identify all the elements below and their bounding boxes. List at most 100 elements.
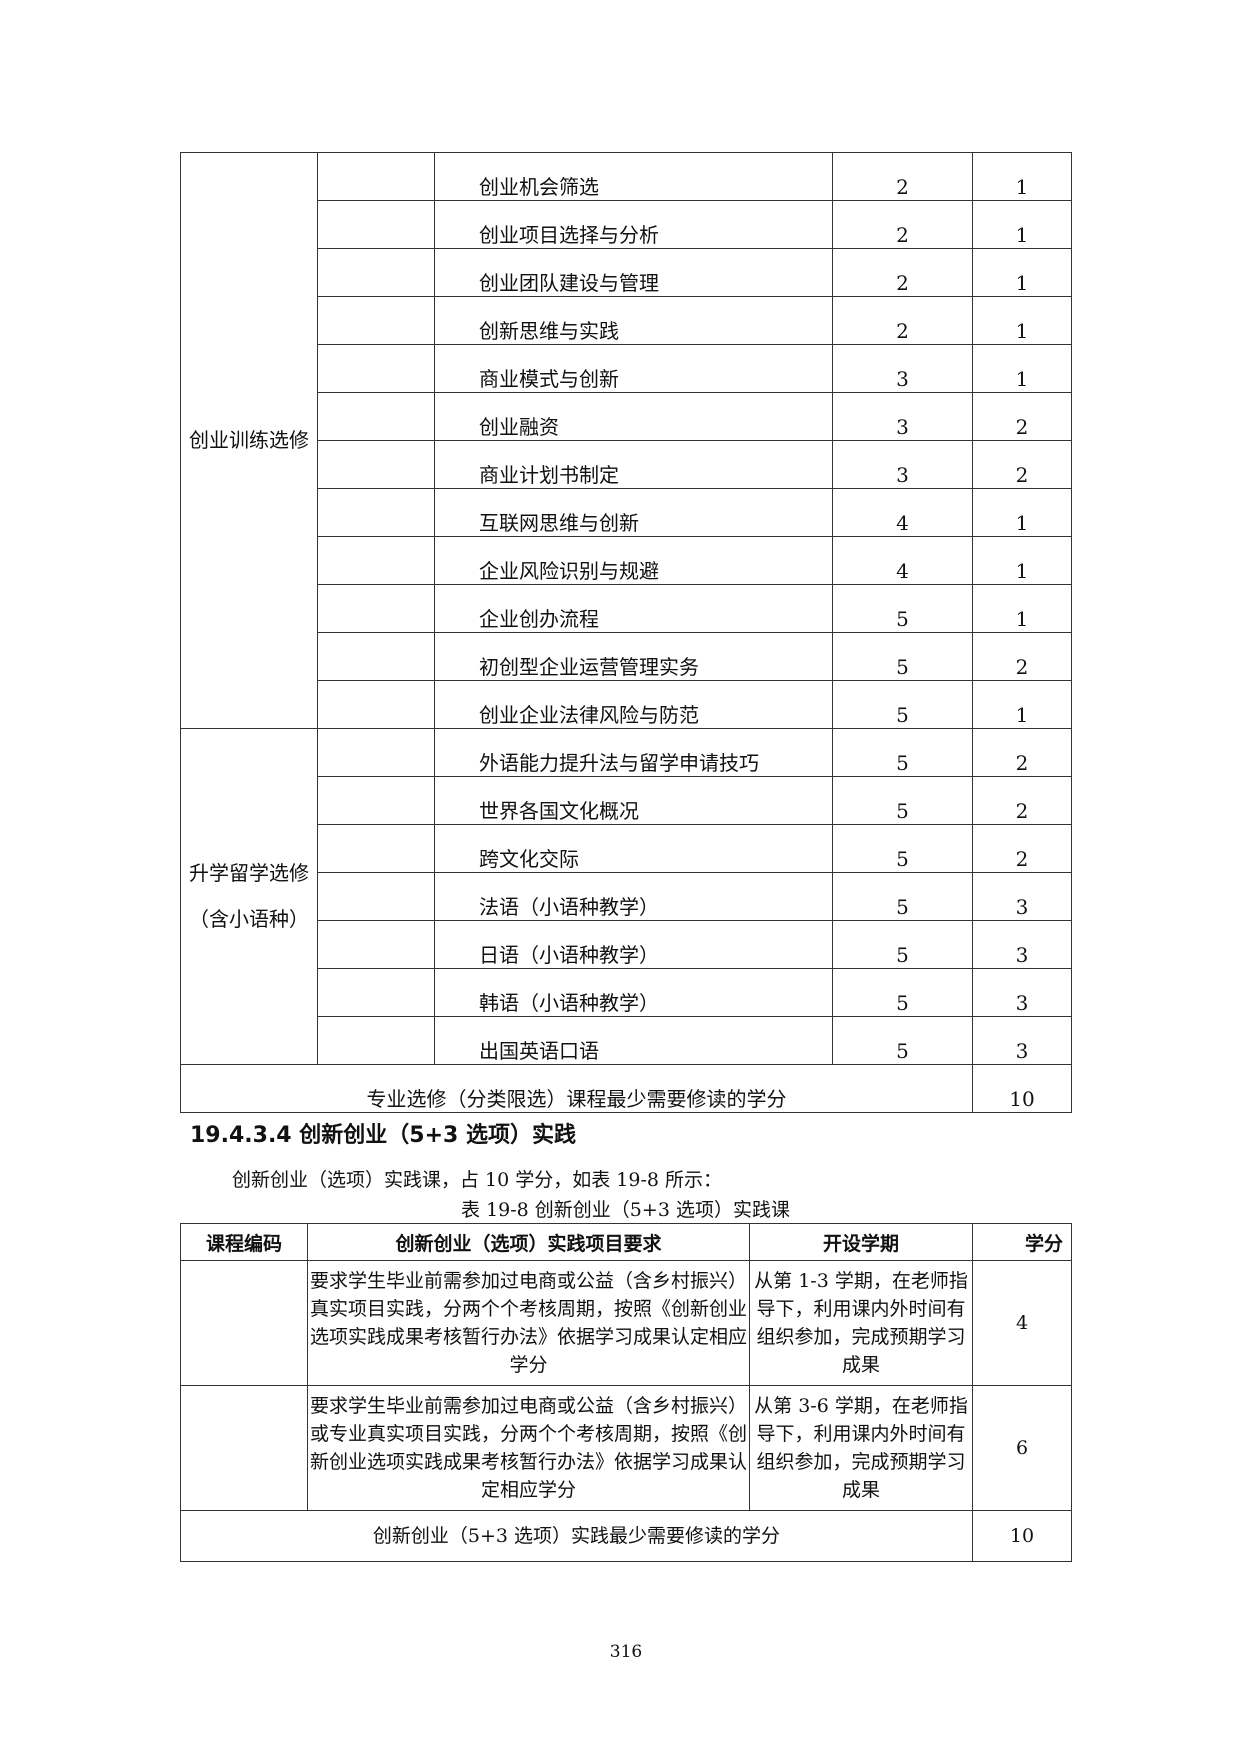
intro-paragraph: 创新创业（选项）实践课，占 10 学分，如表 19-8 所示：	[232, 1169, 723, 1191]
empty-cell	[317, 584, 435, 633]
course-name: 创业融资	[434, 392, 833, 441]
credit-cell: 1	[972, 296, 1072, 345]
credit-cell: 3	[972, 1016, 1072, 1065]
table-row: 世界各国文化概况 5 2	[181, 776, 1072, 825]
course-name: 外语能力提升法与留学申请技巧	[434, 728, 833, 777]
semester-cell: 2	[832, 200, 973, 249]
category-label: 升学留学选修	[189, 860, 309, 885]
course-name: 跨文化交际	[434, 824, 833, 873]
semester-cell: 5	[832, 872, 973, 921]
summary-value: 10	[972, 1510, 1072, 1562]
credit-cell: 2	[972, 728, 1072, 777]
empty-cell	[317, 488, 435, 537]
table-row: 企业创办流程 5 1	[181, 584, 1072, 633]
course-name: 商业计划书制定	[434, 440, 833, 489]
table-row: 要求学生毕业前需参加过电商或公益（含乡村振兴）真实项目实践，分两个个考核周期，按…	[180, 1260, 1072, 1386]
course-name: 日语（小语种教学）	[434, 920, 833, 969]
semester-cell: 3	[832, 392, 973, 441]
credit-cell: 1	[972, 200, 1072, 249]
header-credit: 学分	[972, 1223, 1072, 1261]
credit-cell: 1	[972, 152, 1072, 201]
credit-cell: 4	[972, 1260, 1072, 1386]
course-name: 法语（小语种教学）	[434, 872, 833, 921]
table-row: 要求学生毕业前需参加过电商或公益（含乡村振兴）或专业真实项目实践，分两个个考核周…	[180, 1385, 1072, 1511]
credit-cell: 1	[972, 680, 1072, 729]
code-cell	[180, 1260, 308, 1386]
elective-courses-table: 创业训练选修 创业机会筛选 2 1 创业项目选择与分析 2 1 创业团队建设与管理 2 1 创新思维…	[180, 152, 1072, 1113]
table-row: 升学留学选修 （含小语种） 外语能力提升法与留学申请技巧 5 2	[180, 728, 1072, 1065]
credit-cell: 3	[972, 968, 1072, 1017]
semester-cell: 4	[832, 536, 973, 585]
semester-cell: 从第 1-3 学期，在老师指导下，利用课内外时间有组织参加，完成预期学习成果	[749, 1260, 973, 1386]
course-name: 创业企业法律风险与防范	[434, 680, 833, 729]
empty-cell	[317, 872, 435, 921]
empty-cell	[317, 200, 435, 249]
course-name: 出国英语口语	[434, 1016, 833, 1065]
empty-cell	[317, 344, 435, 393]
semester-cell: 5	[832, 824, 973, 873]
table-row: 韩语（小语种教学） 5 3	[181, 968, 1072, 1017]
semester-cell: 3	[832, 440, 973, 489]
requirement-cell: 要求学生毕业前需参加过电商或公益（含乡村振兴）或专业真实项目实践，分两个个考核周…	[307, 1385, 750, 1511]
header-code: 课程编码	[180, 1223, 308, 1261]
category-label-line2: （含小语种）	[189, 906, 309, 931]
credit-cell: 2	[972, 440, 1072, 489]
summary-row: 专业选修（分类限选）课程最少需要修读的学分 10	[180, 1064, 1072, 1113]
summary-row: 创新创业（5+3 选项）实践最少需要修读的学分 10	[180, 1510, 1072, 1562]
table-row: 创业团队建设与管理 2 1	[181, 248, 1072, 297]
semester-cell: 5	[832, 968, 973, 1017]
table-row: 创新思维与实践 2 1	[181, 296, 1072, 345]
semester-cell: 5	[832, 584, 973, 633]
empty-cell	[317, 680, 435, 729]
course-name: 商业模式与创新	[434, 344, 833, 393]
category-cell: 创业训练选修	[180, 152, 318, 729]
course-name: 创业项目选择与分析	[434, 200, 833, 249]
table-row: 创业融资 3 2	[181, 392, 1072, 441]
table-row: 创业训练选修 创业机会筛选 2 1	[180, 152, 1072, 729]
semester-cell: 3	[832, 344, 973, 393]
semester-cell: 从第 3-6 学期，在老师指导下，利用课内外时间有组织参加，完成预期学习成果	[749, 1385, 973, 1511]
empty-cell	[317, 968, 435, 1017]
course-name: 创业机会筛选	[434, 152, 833, 201]
category-label: 创业训练选修	[189, 427, 309, 452]
header-semester: 开设学期	[749, 1223, 973, 1261]
semester-cell: 5	[832, 632, 973, 681]
table-row: 日语（小语种教学） 5 3	[181, 920, 1072, 969]
credit-cell: 1	[972, 488, 1072, 537]
empty-cell	[317, 776, 435, 825]
credit-cell: 6	[972, 1385, 1072, 1511]
semester-cell: 5	[832, 920, 973, 969]
empty-cell	[317, 536, 435, 585]
semester-cell: 2	[832, 248, 973, 297]
course-name: 创新思维与实践	[434, 296, 833, 345]
empty-cell	[317, 152, 435, 201]
semester-cell: 4	[832, 488, 973, 537]
table-row: 初创型企业运营管理实务 5 2	[181, 632, 1072, 681]
credit-cell: 1	[972, 584, 1072, 633]
course-name: 企业创办流程	[434, 584, 833, 633]
header-requirement: 创新创业（选项）实践项目要求	[307, 1223, 750, 1261]
credit-cell: 1	[972, 248, 1072, 297]
credit-cell: 3	[972, 920, 1072, 969]
page-content: 创业训练选修 创业机会筛选 2 1 创业项目选择与分析 2 1 创业团队建设与管理 2 1 创新思维…	[180, 152, 1072, 1562]
credit-cell: 1	[972, 344, 1072, 393]
credit-cell: 1	[972, 536, 1072, 585]
empty-cell	[317, 1016, 435, 1065]
summary-value: 10	[972, 1064, 1072, 1113]
summary-label: 创新创业（5+3 选项）实践最少需要修读的学分	[180, 1510, 973, 1562]
course-name: 韩语（小语种教学）	[434, 968, 833, 1017]
empty-cell	[317, 824, 435, 873]
empty-cell	[317, 440, 435, 489]
practice-table: 课程编码 创新创业（选项）实践项目要求 开设学期 学分 要求学生毕业前需参加过电…	[180, 1223, 1072, 1562]
requirement-cell: 要求学生毕业前需参加过电商或公益（含乡村振兴）真实项目实践，分两个个考核周期，按…	[307, 1260, 750, 1386]
course-name: 初创型企业运营管理实务	[434, 632, 833, 681]
table-row: 出国英语口语 5 3	[181, 1016, 1072, 1065]
section-heading: 19.4.3.4 创新创业（5+3 选项）实践	[190, 1123, 576, 1148]
empty-cell	[317, 920, 435, 969]
semester-cell: 5	[832, 728, 973, 777]
course-name: 创业团队建设与管理	[434, 248, 833, 297]
category-cell: 升学留学选修 （含小语种）	[180, 728, 318, 1065]
credit-cell: 2	[972, 632, 1072, 681]
table-row: 商业计划书制定 3 2	[181, 440, 1072, 489]
